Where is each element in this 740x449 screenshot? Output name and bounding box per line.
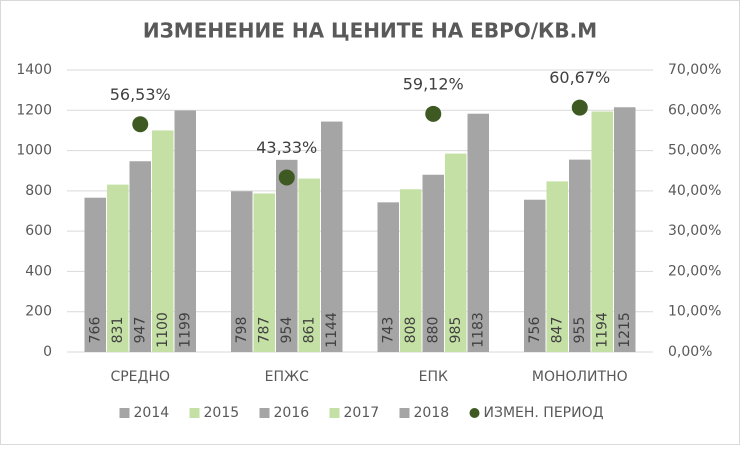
- bar-value-label: 756: [527, 317, 543, 344]
- x-tick-label: ЕПК: [419, 369, 448, 385]
- y2-tick-label: 50,00%: [668, 143, 721, 159]
- legend-marker: [469, 408, 480, 418]
- legend-label: 2017: [344, 405, 380, 421]
- y-tick-label: 1200: [16, 102, 52, 118]
- bar-value-label: 808: [403, 317, 419, 344]
- bar-value-label: 1100: [155, 312, 171, 348]
- bar: [253, 193, 275, 352]
- y2-tick-label: 0,00%: [668, 344, 712, 360]
- bar-value-label: 1194: [594, 312, 610, 348]
- bar: [129, 161, 151, 352]
- bar: [107, 184, 129, 352]
- bar: [321, 121, 343, 353]
- bar: [445, 153, 467, 352]
- scatter-point: [278, 169, 295, 186]
- x-tick-label: ЕПЖС: [265, 369, 309, 385]
- bar-value-label: 1144: [324, 312, 340, 348]
- y-tick-label: 600: [25, 223, 52, 239]
- y2-tick-label: 60,00%: [668, 102, 721, 118]
- bar-value-label: 955: [572, 317, 588, 344]
- bar: [231, 191, 253, 352]
- bar-value-label: 831: [110, 317, 126, 344]
- y-tick-label: 1000: [16, 143, 52, 159]
- bar: [377, 202, 399, 352]
- legend-marker: [119, 408, 130, 418]
- point-value-label: 60,67%: [549, 68, 610, 87]
- y-tick-label: 0: [43, 344, 52, 360]
- bar-value-label: 787: [256, 317, 272, 344]
- bar: [614, 107, 636, 352]
- bar-value-label: 1215: [617, 312, 633, 348]
- bar-value-label: 1183: [470, 312, 486, 348]
- y2-tick-label: 20,00%: [668, 263, 721, 279]
- y-tick-label: 200: [25, 304, 52, 320]
- bar-value-label: 954: [279, 317, 295, 344]
- y-tick-label: 400: [25, 263, 52, 279]
- bar: [400, 189, 422, 352]
- bar: [591, 111, 613, 352]
- bar-value-label: 743: [380, 317, 396, 344]
- point-value-label: 59,12%: [403, 74, 464, 93]
- legend-marker: [329, 408, 340, 418]
- legend-label: 2016: [274, 405, 310, 421]
- scatter-point: [571, 99, 588, 116]
- point-value-label: 43,33%: [256, 138, 317, 157]
- bar-value-label: 766: [87, 317, 103, 344]
- bar: [84, 197, 106, 352]
- legend-label: 2015: [204, 405, 240, 421]
- bar: [569, 159, 591, 352]
- legend-label: 2014: [134, 405, 170, 421]
- bar: [152, 130, 174, 352]
- bar-value-label: 847: [549, 317, 565, 344]
- legend-marker: [259, 408, 270, 418]
- scatter-point: [425, 105, 442, 122]
- bar-value-label: 947: [132, 317, 148, 344]
- bar: [467, 113, 489, 353]
- bar: [298, 178, 320, 352]
- legend-label: ИЗМЕН. ПЕРИОД: [484, 405, 604, 421]
- bar-value-label: 798: [234, 317, 250, 344]
- point-value-label: 56,53%: [110, 85, 171, 104]
- y-tick-label: 800: [25, 183, 52, 199]
- y2-tick-label: 10,00%: [668, 304, 721, 320]
- legend-marker: [399, 408, 410, 418]
- legend-marker: [189, 408, 200, 418]
- bar: [276, 159, 298, 352]
- x-tick-label: СРЕДНО: [110, 369, 170, 385]
- y2-tick-label: 70,00%: [668, 62, 721, 78]
- chart-title: ИЗМЕНЕНИЕ НА ЦЕНИТЕ НА ЕВРО/КВ.М: [143, 19, 597, 43]
- bar-value-label: 1199: [177, 312, 193, 348]
- bar-value-label: 880: [425, 317, 441, 344]
- bar: [174, 110, 196, 352]
- legend-label: 2018: [414, 405, 450, 421]
- bar: [524, 199, 546, 352]
- bar-value-label: 985: [448, 317, 464, 344]
- y2-tick-label: 30,00%: [668, 223, 721, 239]
- bar: [422, 174, 444, 352]
- scatter-point: [132, 116, 149, 133]
- y-tick-label: 1400: [16, 62, 52, 78]
- bar-value-label: 861: [301, 317, 317, 344]
- bar: [546, 181, 568, 352]
- x-tick-label: МОНОЛИТНО: [532, 369, 628, 385]
- y2-tick-label: 40,00%: [668, 183, 721, 199]
